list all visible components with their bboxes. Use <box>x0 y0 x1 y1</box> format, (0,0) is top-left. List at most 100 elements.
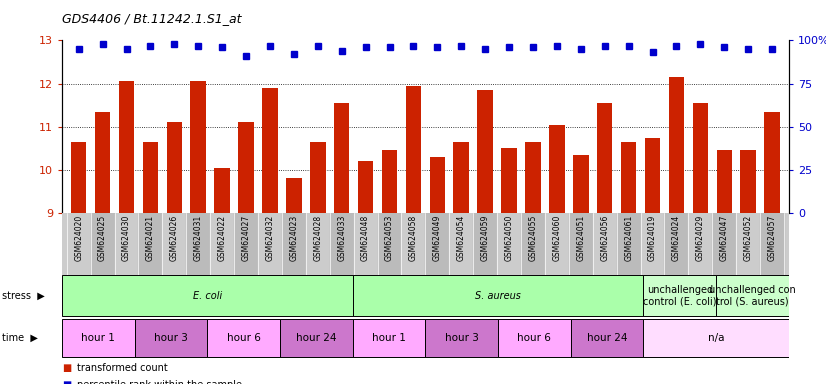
Bar <box>234 213 258 275</box>
Bar <box>377 213 401 275</box>
Text: ■: ■ <box>62 380 71 384</box>
Text: GSM624025: GSM624025 <box>98 215 107 261</box>
Bar <box>425 213 449 275</box>
Text: GSM624026: GSM624026 <box>170 215 179 261</box>
Bar <box>210 213 234 275</box>
Text: GSM624052: GSM624052 <box>743 215 752 261</box>
Text: transformed count: transformed count <box>77 363 168 373</box>
Bar <box>353 275 643 316</box>
Text: GSM624030: GSM624030 <box>122 215 131 262</box>
Text: GSM624023: GSM624023 <box>289 215 298 261</box>
Text: hour 24: hour 24 <box>296 333 337 343</box>
Bar <box>207 319 280 357</box>
Bar <box>716 151 732 384</box>
Bar <box>353 319 425 357</box>
Bar <box>330 213 354 275</box>
Text: hour 6: hour 6 <box>226 333 261 343</box>
Bar <box>62 275 353 316</box>
Text: unchallenged
control (E. coli): unchallenged control (E. coli) <box>643 285 716 306</box>
Text: GSM624028: GSM624028 <box>313 215 322 261</box>
Bar <box>282 213 306 275</box>
Bar <box>115 213 139 275</box>
Text: GSM624019: GSM624019 <box>648 215 657 261</box>
Bar <box>545 213 569 275</box>
Bar <box>71 142 87 384</box>
Bar <box>573 155 589 384</box>
Bar <box>525 142 541 384</box>
Bar <box>497 213 521 275</box>
Text: GSM624047: GSM624047 <box>719 215 729 262</box>
Bar <box>621 142 636 384</box>
Bar <box>430 157 445 384</box>
Bar <box>354 213 377 275</box>
Bar <box>549 124 565 384</box>
Bar <box>262 88 278 384</box>
Text: GSM624056: GSM624056 <box>601 215 610 262</box>
Bar <box>95 112 111 384</box>
Text: hour 1: hour 1 <box>81 333 116 343</box>
Bar <box>571 319 643 357</box>
Text: GSM624050: GSM624050 <box>505 215 514 262</box>
Bar <box>498 319 571 357</box>
Bar <box>643 275 716 316</box>
Bar <box>641 213 664 275</box>
Bar <box>334 103 349 384</box>
Bar <box>167 122 182 384</box>
Bar <box>645 137 660 384</box>
Bar <box>669 77 684 384</box>
Bar <box>521 213 545 275</box>
Bar <box>191 81 206 384</box>
Text: hour 6: hour 6 <box>517 333 552 343</box>
Text: GSM624049: GSM624049 <box>433 215 442 262</box>
Bar <box>215 168 230 384</box>
Bar <box>593 213 617 275</box>
Text: stress  ▶: stress ▶ <box>2 291 45 301</box>
Text: ■: ■ <box>62 363 71 373</box>
Bar <box>91 213 115 275</box>
Bar <box>569 213 593 275</box>
Text: GSM624032: GSM624032 <box>265 215 274 261</box>
Bar <box>643 319 789 357</box>
Text: GSM624053: GSM624053 <box>385 215 394 262</box>
Bar <box>280 319 353 357</box>
Text: n/a: n/a <box>708 333 724 343</box>
Text: GSM624054: GSM624054 <box>457 215 466 262</box>
Bar <box>406 86 421 384</box>
Bar <box>740 151 756 384</box>
Text: GSM624057: GSM624057 <box>767 215 776 262</box>
Bar <box>712 213 736 275</box>
Bar <box>449 213 473 275</box>
Bar <box>736 213 760 275</box>
Text: GSM624033: GSM624033 <box>337 215 346 262</box>
Bar <box>501 148 517 384</box>
Bar <box>358 161 373 384</box>
Bar <box>306 213 330 275</box>
Text: GSM624060: GSM624060 <box>553 215 562 262</box>
Bar <box>310 142 325 384</box>
Text: E. coli: E. coli <box>192 291 222 301</box>
Bar <box>617 213 641 275</box>
Text: GSM624061: GSM624061 <box>624 215 634 261</box>
Bar <box>760 213 784 275</box>
Bar <box>135 319 207 357</box>
Text: GSM624029: GSM624029 <box>695 215 705 261</box>
Bar <box>258 213 282 275</box>
Bar <box>716 275 789 316</box>
Text: GDS4406 / Bt.11242.1.S1_at: GDS4406 / Bt.11242.1.S1_at <box>62 12 241 25</box>
Bar <box>139 213 163 275</box>
Bar <box>382 151 397 384</box>
Bar <box>163 213 187 275</box>
Bar <box>238 122 254 384</box>
Text: GSM624027: GSM624027 <box>241 215 250 261</box>
Bar <box>597 103 613 384</box>
Bar <box>143 142 159 384</box>
Text: GSM624022: GSM624022 <box>217 215 226 261</box>
Text: percentile rank within the sample: percentile rank within the sample <box>77 380 242 384</box>
Bar <box>67 213 91 275</box>
Bar <box>119 81 135 384</box>
Bar <box>664 213 688 275</box>
Bar <box>425 319 498 357</box>
Bar <box>473 213 497 275</box>
Bar <box>453 142 469 384</box>
Bar <box>286 178 301 384</box>
